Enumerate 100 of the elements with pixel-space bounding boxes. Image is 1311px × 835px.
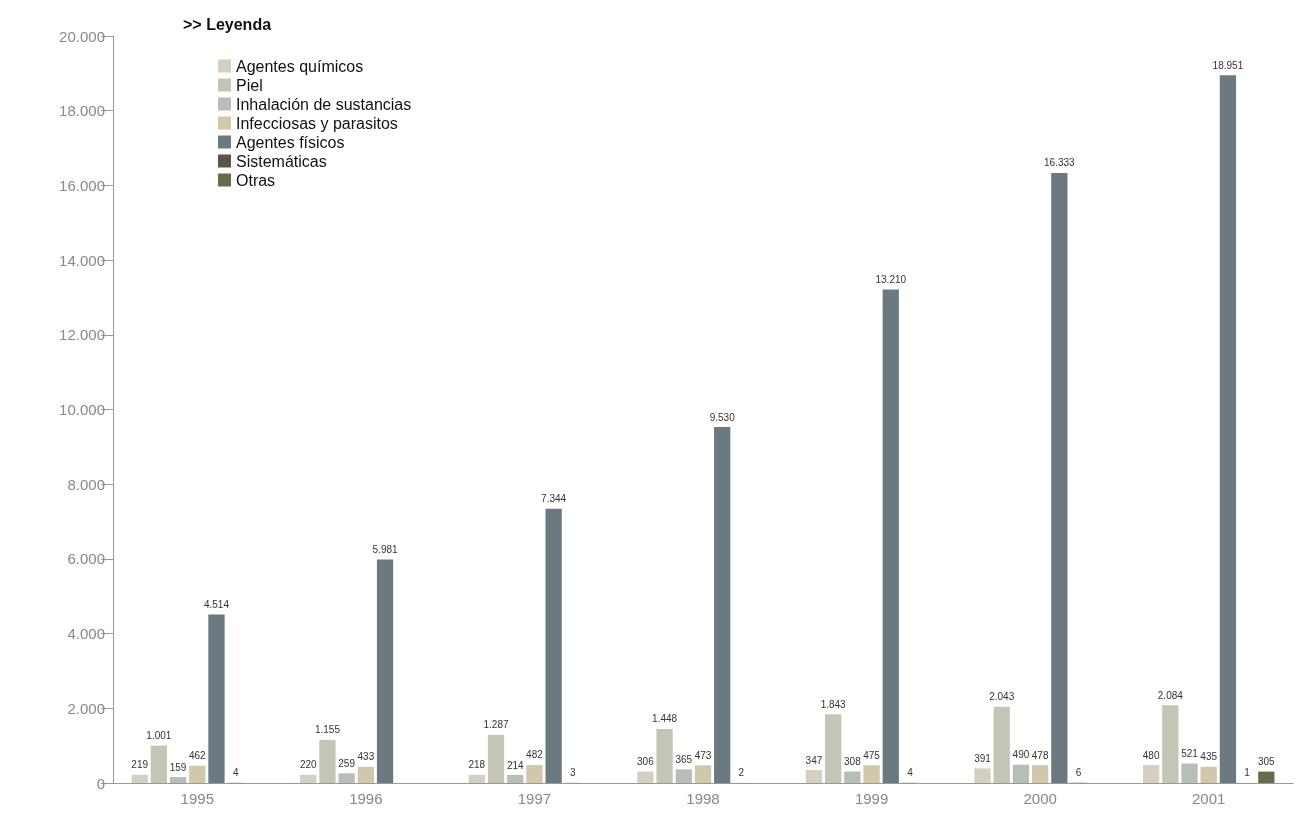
data-label: 13.210 [875, 274, 907, 286]
y-tick-label: 12.000 [59, 326, 105, 344]
data-label: 9.530 [709, 411, 736, 423]
data-label: 18.951 [1212, 59, 1244, 71]
bar [338, 773, 355, 783]
data-label: 7.344 [541, 493, 567, 505]
y-tick-label: 2.000 [67, 699, 105, 717]
x-tick-label: 1998 [686, 790, 720, 807]
bar [1142, 765, 1160, 783]
data-label: 482 [526, 749, 544, 761]
data-label: 5.981 [372, 544, 399, 556]
bar [805, 770, 823, 783]
legend-label: Piel [236, 76, 263, 94]
x-tick-label: 2000 [1023, 790, 1057, 807]
bar [319, 739, 336, 783]
data-label: 365 [675, 753, 693, 765]
y-tick-label: 4.000 [67, 625, 105, 643]
data-label: 2.043 [989, 691, 1015, 703]
data-label: 391 [974, 752, 992, 764]
y-tick-label: 20.000 [59, 27, 105, 45]
x-tick-label: 1996 [349, 790, 383, 807]
data-label: 306 [637, 756, 655, 768]
y-tick-label: 10.000 [59, 401, 105, 418]
bar [357, 766, 374, 783]
bar [468, 774, 485, 783]
bar [131, 774, 148, 783]
data-label: 4 [907, 767, 914, 779]
bar [882, 289, 899, 783]
data-label: 218 [468, 759, 486, 771]
x-tick-label: 1999 [854, 790, 889, 807]
bar [1258, 771, 1275, 783]
bar [1051, 172, 1068, 783]
data-label: 435 [1200, 751, 1218, 763]
data-label: 16.333 [1044, 157, 1076, 169]
bar [300, 774, 317, 783]
data-label: 220 [299, 759, 318, 771]
y-tick-label: 0 [96, 774, 105, 792]
y-tick-label: 14.000 [59, 251, 105, 269]
data-label: 347 [805, 754, 823, 766]
data-label: 2.084 [1157, 689, 1184, 701]
data-label: 475 [863, 749, 881, 761]
bar [1181, 763, 1198, 783]
bar [189, 765, 206, 783]
data-label: 1.287 [483, 719, 509, 731]
legend-label: Otras [236, 171, 276, 189]
data-label: 219 [131, 759, 149, 771]
data-label: 305 [1257, 756, 1276, 768]
bar [376, 559, 394, 783]
bar [1012, 764, 1030, 783]
data-label: 490 [1012, 749, 1030, 761]
y-tick-label: 16.000 [59, 176, 105, 194]
legend-title: >> Leyenda [183, 15, 272, 33]
legend-label: Agentes físicos [236, 133, 345, 151]
legend-label: Agentes químicos [236, 57, 364, 75]
data-label: 308 [844, 756, 862, 767]
data-label: 159 [169, 761, 187, 773]
legend-label: Sistemáticas [236, 152, 327, 170]
bar [825, 714, 842, 783]
bar [545, 508, 562, 783]
bar [714, 427, 731, 783]
bar [1219, 75, 1237, 783]
data-label: 4.514 [203, 598, 230, 610]
data-label: 473 [694, 749, 712, 761]
data-label: 1.843 [820, 698, 847, 710]
bar [844, 771, 861, 783]
bar [993, 706, 1010, 783]
data-label: 478 [1031, 749, 1049, 761]
x-tick-label: 2001 [1192, 790, 1226, 807]
data-label: 521 [1181, 748, 1199, 760]
data-label: 4 [232, 767, 239, 779]
bar [507, 775, 524, 783]
data-label: 1.001 [146, 730, 172, 742]
data-label: 3 [570, 767, 577, 779]
y-tick-label: 8.000 [67, 475, 105, 493]
data-label: 433 [357, 751, 375, 763]
data-label: 1 [1244, 767, 1251, 779]
data-label: 480 [1142, 749, 1160, 761]
data-label: 214 [506, 759, 525, 771]
bar [487, 734, 505, 783]
bar [637, 771, 654, 783]
bar [694, 765, 712, 783]
bar [526, 765, 543, 783]
bar [208, 614, 225, 783]
bar [863, 765, 880, 783]
y-tick-label: 6.000 [67, 550, 105, 568]
data-label: 1.155 [314, 724, 341, 736]
data-label: 1.448 [652, 713, 678, 725]
y-tick-label: 18.000 [59, 102, 105, 120]
legend-label: Infecciosas y parasitos [236, 114, 398, 132]
data-label: 462 [188, 750, 207, 762]
legend-label: Inhalación de sustancias [236, 95, 412, 113]
bar [150, 745, 168, 783]
bar [974, 768, 991, 783]
x-tick-label: 1997 [517, 790, 552, 807]
bar [169, 777, 187, 783]
data-label: 6 [1075, 767, 1082, 779]
bar [1032, 765, 1049, 783]
bar [1162, 705, 1179, 783]
bar [1200, 766, 1217, 783]
bar [656, 728, 673, 783]
